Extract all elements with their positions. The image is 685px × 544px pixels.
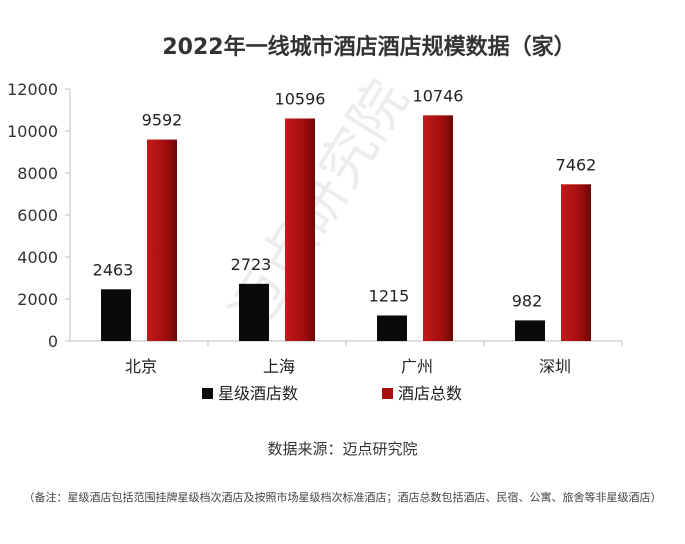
bar-star-hotels (515, 320, 545, 341)
legend-swatch (382, 388, 393, 399)
data-label: 9592 (142, 111, 183, 130)
y-tick-label: 8000 (17, 164, 58, 183)
legend-label: 星级酒店数 (218, 384, 298, 403)
legend: 星级酒店数 酒店总数 (202, 384, 462, 403)
bar-star-hotels (101, 289, 131, 341)
footnote: （备注：星级酒店包括范围挂牌星级档次酒店及按照市场星级档次标准酒店；酒店总数包括… (23, 491, 662, 504)
data-label: 2463 (93, 260, 134, 279)
x-tick-label: 上海 (263, 357, 295, 376)
y-tick-label: 12000 (7, 80, 58, 99)
x-tick-label: 深圳 (539, 357, 571, 376)
data-labels: 2463 9592 2723 10596 1215 10746 982 7462 (93, 86, 597, 310)
bars (101, 115, 591, 341)
y-tick-label: 10000 (7, 122, 58, 141)
y-tick-label: 4000 (17, 248, 58, 267)
bar-star-hotels (377, 315, 407, 341)
bar-total-hotels (423, 115, 453, 341)
bar-total-hotels (147, 139, 177, 341)
data-source: 数据来源：迈点研究院 (267, 440, 418, 458)
bar-total-hotels (561, 184, 591, 341)
data-label: 7462 (556, 155, 597, 174)
chart-title: 2022年一线城市酒店酒店规模数据（家） (162, 34, 575, 60)
legend-swatch (202, 388, 213, 399)
data-label: 10746 (413, 86, 464, 105)
bar-chart: 2022年一线城市酒店酒店规模数据（家） 迈点研究院 0200040006000… (7, 34, 623, 403)
y-tick-label: 2000 (17, 290, 58, 309)
y-tick-label: 6000 (17, 206, 58, 225)
bar-star-hotels (239, 283, 269, 341)
x-tick-label: 广州 (401, 357, 433, 376)
bar-total-hotels (285, 118, 315, 341)
data-label: 982 (512, 291, 543, 310)
data-label: 2723 (231, 255, 272, 274)
x-axis: 北京 上海 广州 深圳 (125, 341, 623, 376)
data-label: 10596 (275, 89, 326, 108)
x-tick-label: 北京 (125, 357, 157, 376)
legend-label: 酒店总数 (398, 384, 462, 403)
data-label: 1215 (369, 286, 410, 305)
y-tick-label: 0 (48, 332, 58, 351)
